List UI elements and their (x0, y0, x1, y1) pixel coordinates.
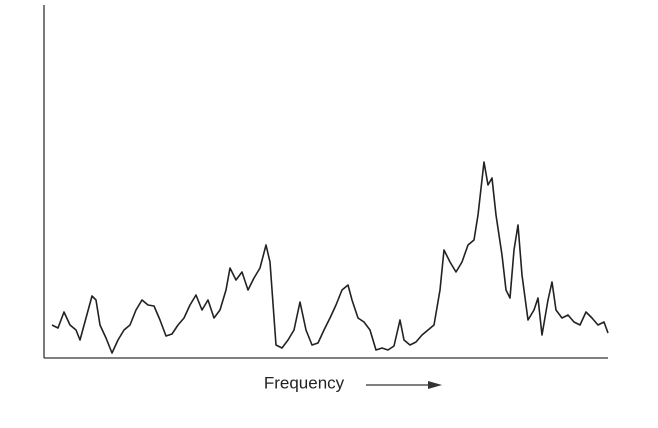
x-axis-arrow (366, 381, 442, 389)
spectrum-line (51, 161, 609, 354)
x-axis-label: Frequency (264, 373, 345, 392)
